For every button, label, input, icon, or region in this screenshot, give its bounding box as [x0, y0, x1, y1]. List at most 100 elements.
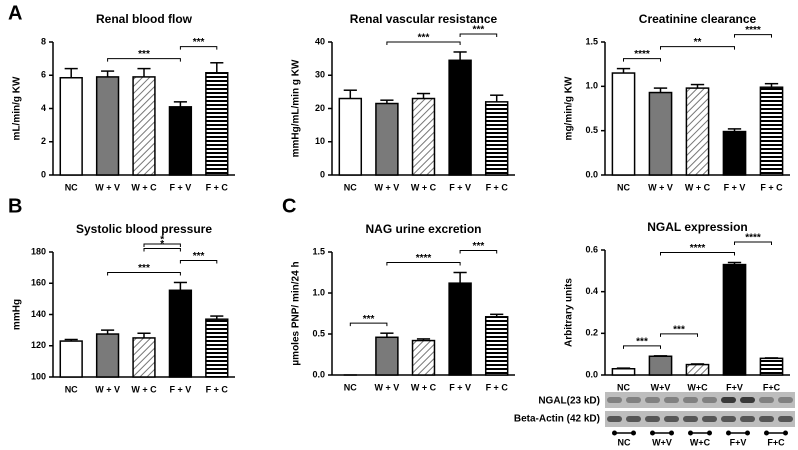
- y-axis-label: µmoles PNP/ min/24 h: [291, 261, 302, 365]
- significance-label: **: [694, 37, 702, 48]
- blot-band: [664, 397, 679, 403]
- y-axis-label: mmHg: [12, 299, 23, 330]
- chart-title: Renal vascular resistance: [350, 12, 498, 26]
- significance-label: ****: [634, 49, 650, 60]
- blot-band: [702, 416, 717, 422]
- blot-band: [721, 416, 736, 422]
- bar: [448, 59, 472, 176]
- bar: [132, 337, 156, 378]
- chart-title: Systolic blood pressure: [76, 222, 212, 236]
- y-tick-label: 120: [31, 340, 46, 350]
- significance-bracket: [660, 252, 735, 256]
- significance-bracket: [623, 58, 661, 62]
- x-tick-label: F + V: [449, 382, 471, 392]
- significance-label: ****: [416, 253, 432, 264]
- y-tick-label: 10: [315, 136, 325, 146]
- x-tick-label: F + V: [170, 182, 192, 192]
- significance-bracket: [386, 262, 461, 266]
- significance-label: ***: [193, 37, 205, 48]
- blot-band: [740, 397, 755, 403]
- panel-letter: C: [282, 195, 296, 217]
- blot-group-label: W+C: [690, 437, 711, 447]
- x-tick-label: W+C: [687, 382, 708, 392]
- y-tick-label: 0.0: [312, 369, 325, 379]
- bar: [448, 282, 472, 376]
- significance-label: ***: [636, 336, 648, 347]
- bar: [484, 316, 509, 376]
- significance-bracket: [660, 46, 735, 50]
- blot-band: [702, 397, 717, 403]
- bar: [722, 263, 747, 376]
- significance-bracket: [459, 33, 498, 37]
- x-tick-label: W + V: [648, 182, 673, 192]
- significance-label: ****: [745, 25, 761, 36]
- y-tick-label: 1.0: [585, 81, 598, 91]
- x-tick-label: F + C: [486, 182, 509, 192]
- significance-bracket: [143, 247, 181, 252]
- significance-bracket: [623, 345, 661, 349]
- blot-band: [645, 397, 660, 403]
- y-tick-label: 140: [31, 309, 46, 319]
- x-tick-label: F + C: [206, 182, 229, 192]
- significance-bracket: [459, 250, 498, 254]
- significance-bracket: [734, 34, 772, 38]
- blot-band: [626, 416, 641, 422]
- blot-band: [664, 416, 679, 422]
- bar: [95, 333, 120, 378]
- bar: [722, 130, 747, 176]
- y-axis-label: mmHg/mL/min g KW: [291, 59, 302, 157]
- significance-label: ***: [193, 251, 205, 262]
- x-tick-label: W + V: [375, 382, 400, 392]
- chart-title: Creatinine clearance: [639, 12, 757, 26]
- x-tick-label: F+C: [763, 382, 781, 392]
- y-tick-label: 160: [31, 278, 46, 288]
- bar: [648, 355, 673, 376]
- y-tick-label: 0.2: [585, 328, 598, 338]
- significance-label: ****: [690, 243, 706, 254]
- blot-lane-dot: [764, 430, 769, 436]
- blot-row-label: Beta-Actin (42 kD): [514, 414, 600, 425]
- blot-band: [683, 416, 698, 422]
- y-tick-label: 0.5: [585, 125, 598, 135]
- blot-group-label: W+V: [652, 437, 672, 447]
- significance-bracket: [107, 271, 181, 276]
- bar: [375, 336, 399, 376]
- blot-band: [759, 416, 774, 422]
- bar: [205, 72, 229, 176]
- x-tick-label: W + C: [131, 182, 157, 192]
- blot-lane-dot: [783, 430, 788, 436]
- x-tick-label: F+V: [726, 382, 743, 392]
- y-tick-label: 40: [315, 36, 325, 46]
- y-tick-label: 2: [41, 136, 46, 146]
- x-tick-label: F + V: [170, 384, 192, 394]
- y-tick-label: 1.5: [585, 36, 598, 46]
- y-tick-label: 0.4: [585, 286, 598, 296]
- chart-title: Renal blood flow: [96, 12, 193, 26]
- blot-lane-dot: [650, 430, 655, 436]
- blot-background: [605, 411, 795, 427]
- y-tick-label: 8: [41, 36, 46, 46]
- blot-band: [778, 416, 793, 422]
- bar: [484, 101, 509, 176]
- y-tick-label: 30: [315, 70, 325, 80]
- y-tick-label: 0: [320, 169, 325, 179]
- y-tick-label: 0.5: [312, 328, 325, 338]
- significance-label: ***: [138, 263, 150, 274]
- chart-title: NAG urine excretion: [365, 222, 481, 236]
- x-tick-label: W + C: [685, 182, 711, 192]
- significance-bracket: [179, 259, 218, 264]
- significance-label: *: [160, 239, 164, 250]
- blot-band: [626, 397, 641, 403]
- y-tick-label: 4: [41, 103, 46, 113]
- bar: [59, 76, 83, 176]
- chart-title: NGAL expression: [647, 220, 747, 234]
- significance-bracket: [734, 241, 772, 245]
- x-tick-label: W + C: [411, 182, 437, 192]
- bar: [168, 289, 193, 378]
- significance-bracket: [386, 41, 461, 45]
- y-tick-label: 1.5: [312, 246, 325, 256]
- x-tick-label: NC: [617, 382, 630, 392]
- y-tick-label: 0.6: [585, 244, 598, 254]
- x-tick-label: NC: [344, 382, 357, 392]
- blot-lane-dot: [726, 430, 731, 436]
